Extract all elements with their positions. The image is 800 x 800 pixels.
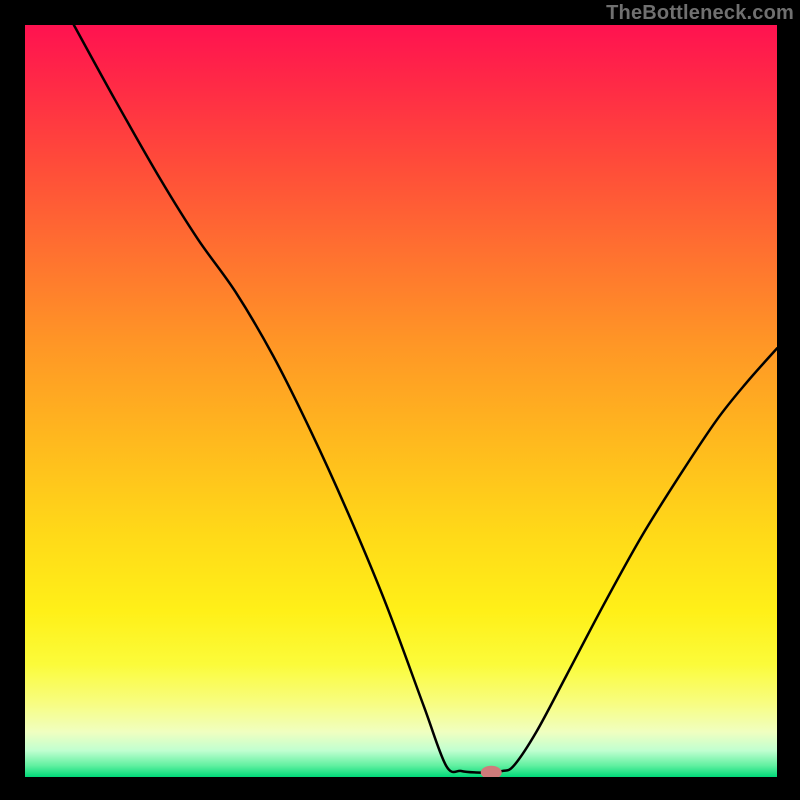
watermark-text: TheBottleneck.com	[606, 2, 794, 25]
chart-container: TheBottleneck.com	[0, 0, 800, 800]
plot-area	[25, 25, 777, 777]
plot-svg	[25, 25, 777, 777]
